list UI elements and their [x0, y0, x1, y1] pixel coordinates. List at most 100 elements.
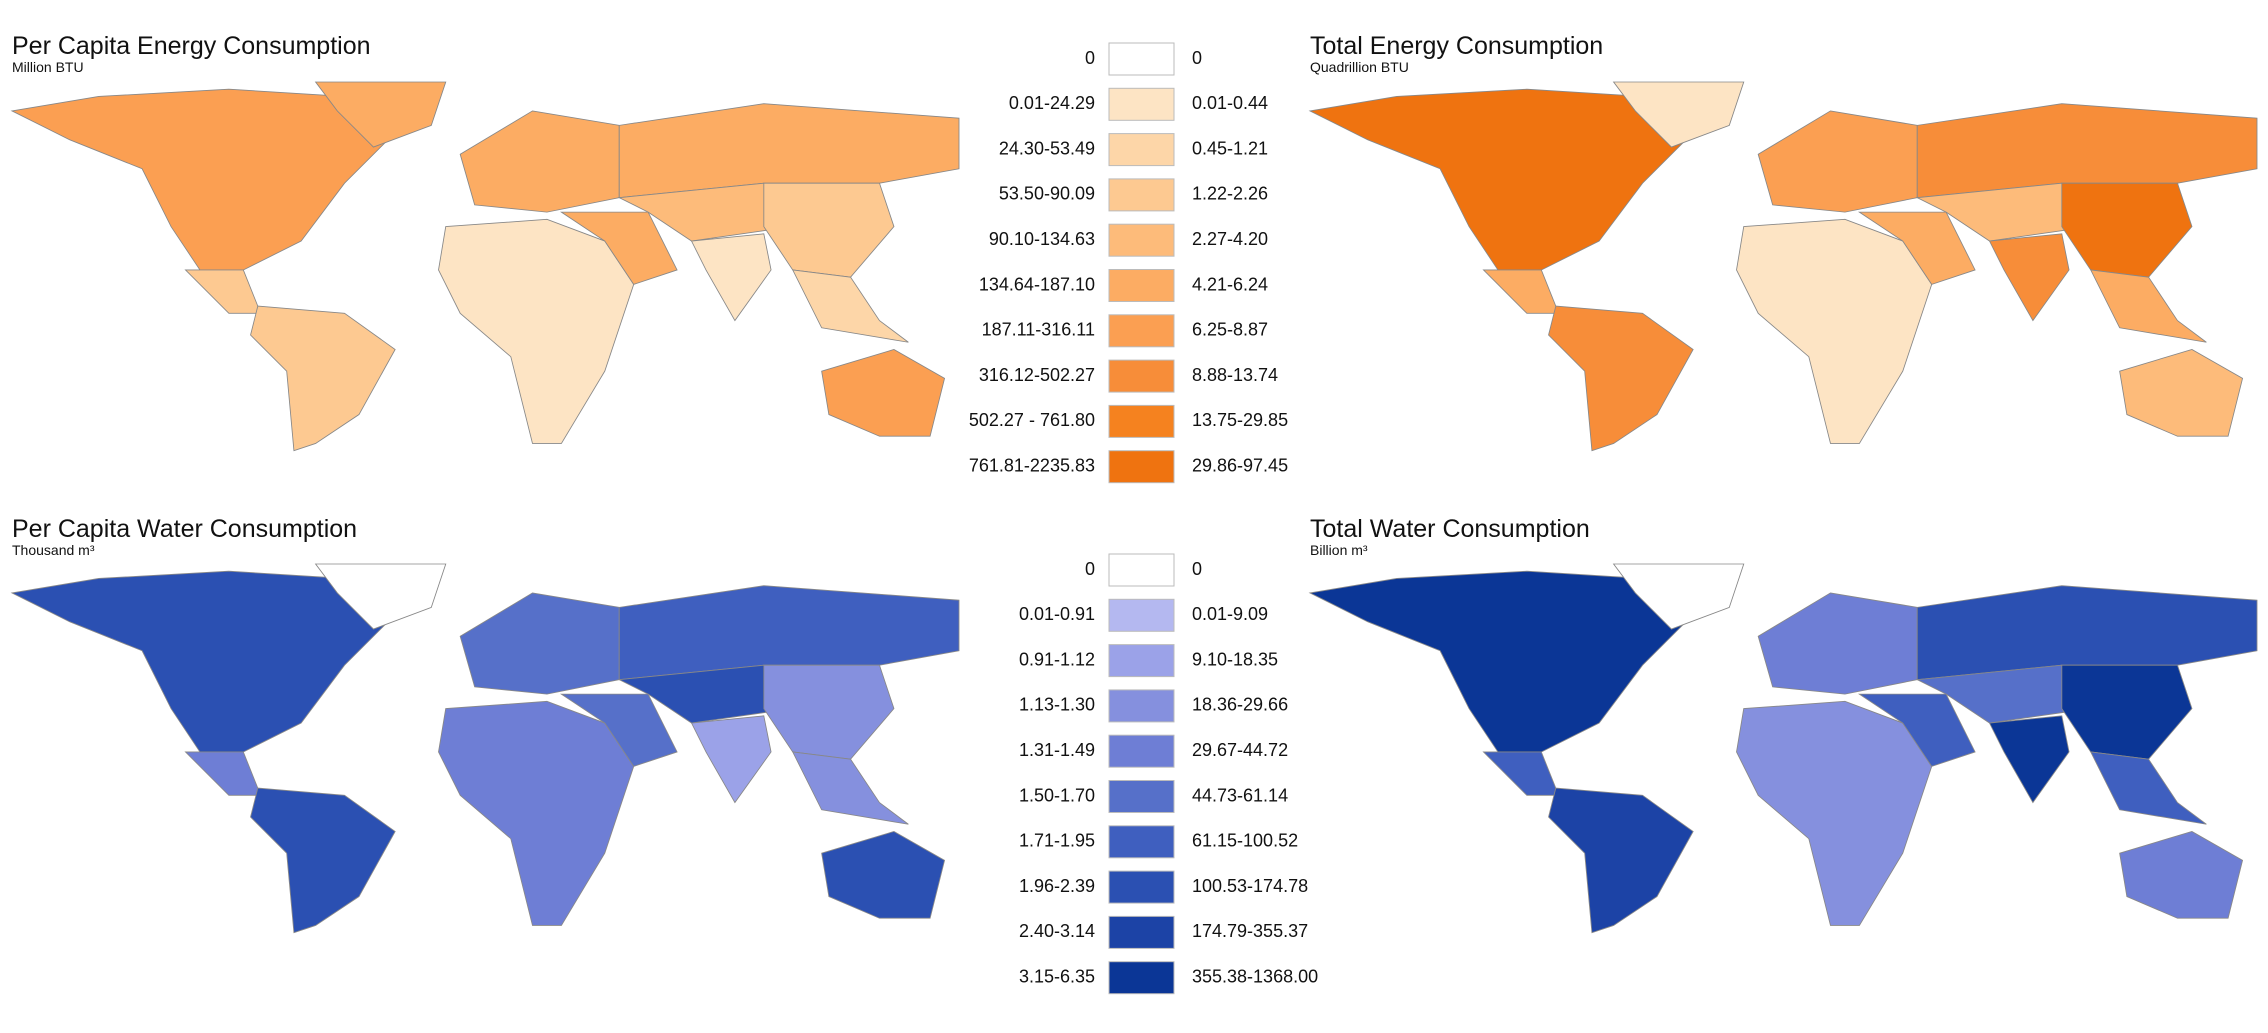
legend-label: 0.01-0.91 — [1019, 604, 1095, 624]
country-region — [2089, 269, 2207, 343]
legend-swatch — [1108, 178, 1175, 212]
map-title: Total Energy Consumption — [1310, 32, 1603, 60]
legend-label: 0 — [1085, 559, 1095, 579]
legend-label: 1.22-2.26 — [1192, 184, 1268, 204]
legend-label: 53.50-90.09 — [999, 184, 1095, 204]
country-region — [438, 218, 635, 444]
legend-swatch — [1108, 870, 1175, 904]
legend-swatch — [1108, 42, 1175, 76]
country-region — [459, 110, 620, 213]
legend-label: 1.96-2.39 — [1019, 876, 1095, 896]
legend-swatch — [1108, 359, 1175, 393]
map-subtitle: Quadrillion BTU — [1310, 59, 1409, 75]
legend-label: 1.50-1.70 — [1019, 785, 1095, 805]
legend-swatch — [1108, 780, 1175, 813]
legend-swatch — [1108, 553, 1175, 587]
country-region — [1548, 787, 1694, 934]
legend-label: 355.38-1368.00 — [1192, 966, 1318, 986]
legend-swatch — [1108, 87, 1175, 121]
legend-label: 29.86-97.45 — [1192, 455, 1288, 475]
country-region — [617, 664, 794, 724]
legend-swatch — [1108, 915, 1175, 949]
legend-label: 24.30-53.49 — [999, 138, 1095, 158]
country-region — [559, 211, 678, 285]
country-region — [250, 305, 396, 452]
legend-label: 3.15-6.35 — [1019, 966, 1095, 986]
legend-label: 90.10-134.63 — [989, 229, 1095, 249]
country-region — [314, 81, 447, 148]
country-region — [1988, 233, 2070, 322]
country-region — [2119, 831, 2244, 919]
country-region — [438, 700, 635, 926]
legend-swatch — [1108, 689, 1175, 723]
country-region — [1612, 81, 1745, 148]
legend-label: 187.11-316.11 — [982, 320, 1095, 340]
map-subtitle: Billion m³ — [1310, 542, 1368, 558]
legend-label: 134.64-187.10 — [979, 274, 1095, 294]
country-region — [1857, 693, 1976, 767]
country-region — [559, 693, 678, 767]
legend-swatch — [1108, 598, 1175, 632]
legend-label: 6.25-8.87 — [1192, 320, 1268, 340]
legend-swatch — [1108, 133, 1175, 167]
country-region — [459, 592, 620, 695]
country-region — [184, 751, 262, 796]
country-region — [10, 88, 389, 271]
legend-label: 0.01-0.44 — [1192, 93, 1268, 113]
legend-swatch — [1108, 961, 1175, 995]
legend-swatch — [1108, 314, 1175, 348]
legend-label: 44.73-61.14 — [1192, 785, 1288, 805]
country-region — [1757, 110, 1918, 213]
country-region — [1612, 563, 1745, 630]
legend-label: 174.79-355.37 — [1192, 921, 1308, 941]
country-region — [763, 664, 895, 760]
legend-label: 18.36-29.66 — [1192, 695, 1288, 715]
country-region — [2119, 349, 2244, 437]
legend-label: 1.71-1.95 — [1019, 831, 1095, 851]
legend-label: 761.81-2235.83 — [969, 455, 1095, 475]
country-region — [1736, 218, 1933, 444]
country-region — [10, 570, 389, 753]
legend-label: 0.91-1.12 — [1019, 649, 1095, 669]
map-title: Total Water Consumption — [1310, 515, 1590, 543]
legend-label: 29.67-44.72 — [1192, 740, 1288, 760]
legend-label: 0.45-1.21 — [1192, 138, 1268, 158]
country-region — [1915, 664, 2092, 724]
legend-label: 13.75-29.85 — [1192, 410, 1288, 430]
legend-label: 502.27 - 761.80 — [969, 410, 1095, 430]
country-region — [1308, 570, 1687, 753]
legend-swatch — [1108, 450, 1175, 484]
country-region — [791, 269, 909, 343]
country-region — [1736, 700, 1933, 926]
country-region — [250, 787, 396, 934]
map-title: Per Capita Energy Consumption — [12, 32, 371, 60]
country-region — [791, 751, 909, 825]
country-region — [821, 831, 946, 919]
country-region — [1757, 592, 1918, 695]
country-region — [1482, 751, 1560, 796]
country-region — [314, 563, 447, 630]
legend-label: 0.01-24.29 — [1009, 93, 1095, 113]
country-region — [2061, 664, 2193, 760]
world-map — [1308, 81, 2258, 452]
legend-label: 61.15-100.52 — [1192, 831, 1298, 851]
country-region — [1548, 305, 1694, 452]
country-region — [690, 233, 772, 322]
country-region — [690, 715, 772, 804]
legend-label: 2.40-3.14 — [1019, 921, 1095, 941]
country-region — [821, 349, 946, 437]
legend-label: 0 — [1192, 559, 1202, 579]
map-title: Per Capita Water Consumption — [12, 515, 357, 543]
world-map — [10, 81, 960, 452]
country-region — [184, 269, 262, 314]
world-map — [1308, 563, 2258, 934]
country-region — [1915, 182, 2092, 242]
country-region — [617, 182, 794, 242]
country-region — [1988, 715, 2070, 804]
legend-label: 1.31-1.49 — [1019, 740, 1095, 760]
country-region — [1308, 88, 1687, 271]
legend-label: 9.10-18.35 — [1192, 649, 1278, 669]
legend-label: 1.13-1.30 — [1019, 695, 1095, 715]
legend-label: 316.12-502.27 — [979, 365, 1095, 385]
